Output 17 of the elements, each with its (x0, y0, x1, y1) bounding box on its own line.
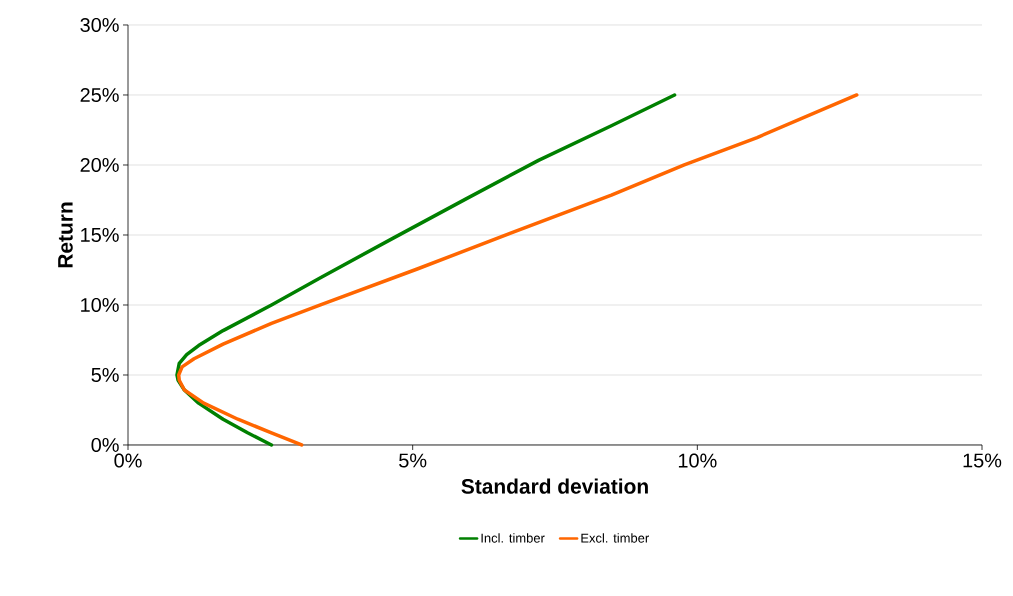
x-tick-label: 15% (963, 453, 1002, 468)
line-series (176, 93, 859, 447)
y-tick-label: 5% (91, 367, 119, 382)
y-tick-label: 0% (91, 437, 119, 453)
y-tick-label: 25% (80, 87, 119, 103)
y-tick-label: 15% (81, 227, 119, 242)
legend-label: Excl. timber (581, 533, 649, 543)
y-tick-label: 10% (81, 297, 119, 313)
x-tick-label: 0% (114, 453, 142, 468)
x-axis-title: Standard deviation (461, 478, 648, 494)
y-axis-title: Return (58, 202, 73, 268)
y-tick-label: 20% (80, 157, 119, 173)
x-tick-label: 10% (678, 453, 717, 468)
x-tick-label: 5% (399, 453, 427, 468)
y-tick-label: 30% (80, 17, 119, 33)
legend-label: Incl. timber (481, 533, 545, 543)
line-series (175, 93, 677, 447)
